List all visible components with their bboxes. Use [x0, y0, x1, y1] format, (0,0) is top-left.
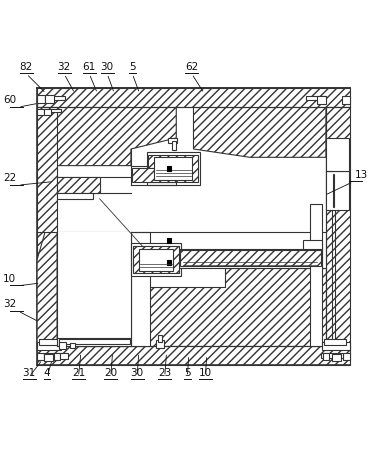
- Bar: [37, 88, 350, 107]
- Bar: [178, 249, 322, 268]
- Text: 23: 23: [158, 367, 171, 377]
- Bar: [310, 204, 322, 346]
- Bar: [60, 353, 68, 359]
- Text: 10: 10: [199, 367, 212, 377]
- Bar: [306, 96, 326, 100]
- Bar: [317, 96, 326, 104]
- Bar: [132, 168, 175, 182]
- Bar: [324, 339, 346, 345]
- Text: 10: 10: [3, 274, 16, 284]
- Text: 61: 61: [83, 62, 96, 72]
- Bar: [59, 339, 129, 344]
- Polygon shape: [37, 232, 57, 346]
- Bar: [37, 109, 43, 115]
- Bar: [55, 353, 60, 360]
- Text: 21: 21: [72, 367, 85, 377]
- Bar: [37, 342, 60, 350]
- Bar: [37, 353, 44, 360]
- Bar: [131, 232, 150, 346]
- Bar: [57, 338, 131, 346]
- Bar: [57, 194, 93, 199]
- Text: 5: 5: [129, 62, 136, 72]
- Bar: [37, 95, 45, 103]
- Bar: [131, 243, 181, 276]
- Text: 4: 4: [44, 367, 50, 377]
- Polygon shape: [37, 232, 57, 346]
- Bar: [323, 353, 329, 360]
- Bar: [154, 157, 192, 179]
- Bar: [37, 346, 350, 365]
- Text: 62: 62: [185, 62, 198, 72]
- Bar: [139, 249, 173, 271]
- Bar: [57, 177, 100, 193]
- Bar: [303, 240, 322, 249]
- Bar: [45, 96, 65, 100]
- Bar: [37, 88, 350, 365]
- Bar: [147, 152, 200, 185]
- Bar: [326, 171, 349, 210]
- Bar: [43, 109, 61, 113]
- Bar: [37, 107, 57, 232]
- Bar: [43, 109, 51, 115]
- Bar: [45, 95, 54, 103]
- Text: 30: 30: [101, 62, 114, 72]
- Text: 60: 60: [3, 95, 16, 106]
- Bar: [332, 354, 341, 361]
- Bar: [39, 339, 57, 345]
- Text: 13: 13: [355, 170, 368, 180]
- Bar: [133, 246, 179, 274]
- Text: 22: 22: [3, 173, 16, 183]
- Text: 31: 31: [23, 367, 36, 377]
- Bar: [168, 138, 177, 144]
- Text: 30: 30: [131, 367, 144, 377]
- Bar: [44, 354, 53, 361]
- Bar: [156, 340, 164, 348]
- Bar: [343, 353, 350, 360]
- Polygon shape: [194, 107, 326, 157]
- Bar: [167, 260, 171, 265]
- Bar: [59, 342, 66, 349]
- Bar: [326, 138, 349, 171]
- Bar: [326, 107, 350, 346]
- Bar: [70, 342, 75, 348]
- Bar: [148, 154, 198, 182]
- Text: 32: 32: [58, 62, 71, 72]
- Bar: [44, 353, 66, 357]
- Bar: [172, 141, 176, 150]
- Text: 32: 32: [3, 299, 16, 309]
- Text: 82: 82: [20, 62, 33, 72]
- Bar: [333, 174, 334, 207]
- Text: 20: 20: [104, 367, 117, 377]
- Bar: [342, 96, 350, 104]
- Bar: [167, 166, 171, 171]
- Polygon shape: [57, 107, 176, 166]
- Text: 5: 5: [184, 367, 191, 377]
- Polygon shape: [131, 268, 326, 346]
- Bar: [322, 342, 350, 350]
- Bar: [180, 251, 321, 266]
- Bar: [167, 238, 171, 243]
- Bar: [321, 353, 343, 357]
- Bar: [57, 232, 131, 338]
- Bar: [158, 335, 162, 342]
